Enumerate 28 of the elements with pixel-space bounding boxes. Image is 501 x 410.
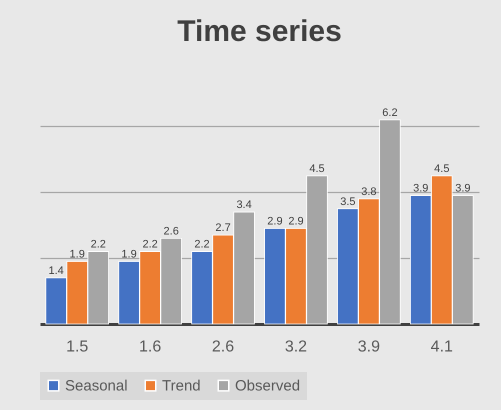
x-tick-label: 4.1 xyxy=(430,338,454,356)
x-tick-label: 2.6 xyxy=(212,338,234,356)
data-label: 2.2 xyxy=(90,238,106,251)
data-label: 1.4 xyxy=(48,264,64,277)
data-label: 3.4 xyxy=(236,199,252,212)
data-label: 2.2 xyxy=(142,238,158,251)
x-tick-label: 1.5 xyxy=(66,338,88,356)
x-tick-label: 3.2 xyxy=(284,338,308,356)
data-label: 6.2 xyxy=(382,106,398,119)
data-label: 2.2 xyxy=(194,238,210,251)
x-tick-label: 1.6 xyxy=(138,338,162,356)
data-label: 3.9 xyxy=(413,182,428,195)
data-label: 2.9 xyxy=(288,216,304,228)
data-label: 1.9 xyxy=(121,248,137,260)
legend-label: Observed xyxy=(235,378,300,395)
data-label: 3.8 xyxy=(361,186,377,198)
data-label: 4.5 xyxy=(309,162,325,175)
x-tick-label: 3.9 xyxy=(358,338,380,356)
data-label: 3.5 xyxy=(340,196,356,208)
chart-title: Time series xyxy=(177,14,342,48)
data-label: 2.9 xyxy=(267,216,283,228)
data-label: 4.5 xyxy=(434,162,450,175)
data-label: 2.7 xyxy=(215,222,231,234)
legend-label: Trend xyxy=(162,378,201,395)
data-label: 1.9 xyxy=(70,248,85,260)
data-label: 2.6 xyxy=(164,225,179,238)
data-label: 3.9 xyxy=(455,182,470,195)
legend-label: Seasonal xyxy=(65,378,128,395)
